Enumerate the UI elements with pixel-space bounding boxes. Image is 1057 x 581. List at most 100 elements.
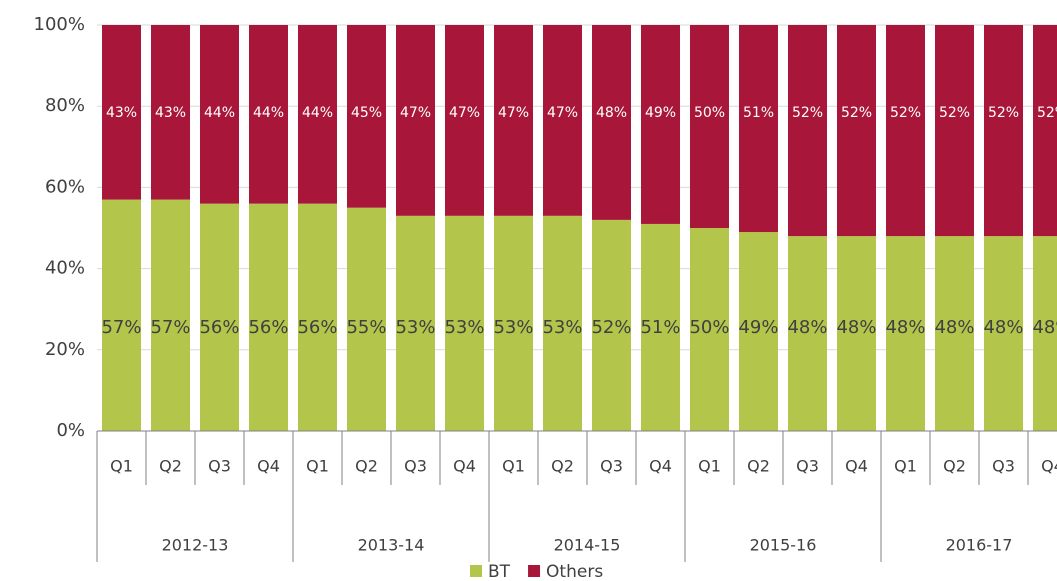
data-label: 56% <box>248 317 288 338</box>
data-label: 52% <box>939 105 970 121</box>
bar-segment <box>200 203 239 431</box>
group-label: 2012-13 <box>162 536 229 555</box>
bar-segment <box>102 199 141 431</box>
data-label: 53% <box>444 317 484 338</box>
data-label: 47% <box>400 105 431 121</box>
y-tick-label: 40% <box>45 258 85 279</box>
x-tick-label: Q2 <box>747 457 770 476</box>
data-label: 50% <box>689 317 729 338</box>
bar-segment <box>249 203 288 431</box>
bar-segment <box>151 25 190 200</box>
data-label: 48% <box>1032 317 1057 338</box>
data-label: 52% <box>988 105 1019 121</box>
x-tick-label: Q3 <box>404 457 427 476</box>
group-label: 2016-17 <box>946 536 1013 555</box>
data-label: 52% <box>792 105 823 121</box>
data-label: 48% <box>983 317 1023 338</box>
bar-segment <box>837 236 876 431</box>
data-label: 43% <box>106 105 137 121</box>
data-label: 55% <box>346 317 386 338</box>
bar-segment <box>396 25 435 216</box>
bar-segment <box>1033 25 1057 237</box>
bar-segment <box>102 25 141 200</box>
bar-segment <box>641 25 680 224</box>
x-tick-label: Q1 <box>502 457 525 476</box>
x-tick-label: Q2 <box>355 457 378 476</box>
data-label: 47% <box>498 105 529 121</box>
bar-segment <box>592 219 631 431</box>
group-label: 2014-15 <box>554 536 621 555</box>
x-tick-label: Q4 <box>1041 457 1057 476</box>
x-tick-label: Q4 <box>453 457 476 476</box>
data-label: 45% <box>351 105 382 121</box>
bar-segment <box>445 25 484 216</box>
data-label: 52% <box>890 105 921 121</box>
data-label: 52% <box>841 105 872 121</box>
bar-segment <box>886 236 925 431</box>
data-label: 52% <box>1037 105 1057 121</box>
group-label: 2013-14 <box>358 536 425 555</box>
bar-segment <box>494 215 533 431</box>
bar-segment <box>886 25 925 237</box>
y-tick-label: 0% <box>56 420 85 441</box>
x-tick-label: Q2 <box>551 457 574 476</box>
bar-segment <box>935 25 974 237</box>
bar-segment <box>200 25 239 204</box>
y-tick-label: 60% <box>45 176 85 197</box>
bar-segment <box>347 25 386 208</box>
bar-segment <box>396 215 435 431</box>
data-label: 47% <box>449 105 480 121</box>
bar-segment <box>298 25 337 204</box>
x-tick-label: Q3 <box>208 457 231 476</box>
bar-segment <box>690 228 729 431</box>
data-label: 53% <box>493 317 533 338</box>
y-tick-label: 100% <box>34 14 85 35</box>
data-label: 48% <box>836 317 876 338</box>
bar-segment <box>543 25 582 216</box>
data-label: 48% <box>596 105 627 121</box>
x-tick-label: Q4 <box>845 457 868 476</box>
x-tick-label: Q3 <box>600 457 623 476</box>
data-label: 56% <box>297 317 337 338</box>
data-label: 44% <box>204 105 235 121</box>
bar-segment <box>641 223 680 431</box>
data-label: 53% <box>395 317 435 338</box>
bar-segment <box>690 25 729 228</box>
x-tick-label: Q4 <box>257 457 280 476</box>
x-tick-label: Q2 <box>159 457 182 476</box>
data-label: 50% <box>694 105 725 121</box>
bar-segment <box>984 25 1023 237</box>
legend-swatch <box>470 565 482 577</box>
bar-segment <box>837 25 876 237</box>
x-tick-label: Q4 <box>649 457 672 476</box>
data-label: 56% <box>199 317 239 338</box>
x-tick-label: Q1 <box>894 457 917 476</box>
bar-segment <box>739 25 778 233</box>
x-tick-label: Q1 <box>306 457 329 476</box>
bar-segment <box>347 207 386 431</box>
y-tick-label: 80% <box>45 95 85 116</box>
bar-segment <box>494 25 533 216</box>
bar-segment <box>445 215 484 431</box>
data-label: 48% <box>885 317 925 338</box>
bar-segment <box>788 236 827 431</box>
x-tick-label: Q3 <box>796 457 819 476</box>
group-label: 2015-16 <box>750 536 817 555</box>
x-tick-label: Q1 <box>698 457 721 476</box>
legend-label: Others <box>546 562 603 581</box>
legend-swatch <box>528 565 541 577</box>
data-label: 44% <box>253 105 284 121</box>
x-tick-label: Q2 <box>943 457 966 476</box>
data-label: 51% <box>743 105 774 121</box>
bar-segment <box>1033 236 1057 431</box>
data-label: 49% <box>738 317 778 338</box>
bar-segment <box>739 232 778 431</box>
bar-segment <box>592 25 631 220</box>
data-label: 49% <box>645 105 676 121</box>
bar-segment <box>984 236 1023 431</box>
bar-segment <box>298 203 337 431</box>
x-tick-label: Q3 <box>992 457 1015 476</box>
x-tick-label: Q1 <box>110 457 133 476</box>
data-label: 44% <box>302 105 333 121</box>
